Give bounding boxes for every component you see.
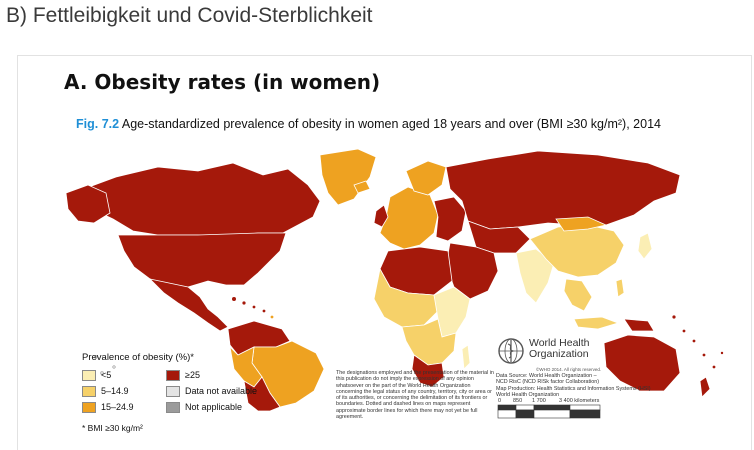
legend-swatch [166, 385, 180, 397]
legend-swatch [166, 401, 180, 413]
map-region-mongolia [555, 216, 608, 232]
scale-segment [497, 404, 517, 411]
figure-caption-line: Fig. 7.2 Age-standardized prevalence of … [76, 117, 661, 131]
map-region-pacific-island [692, 339, 696, 343]
map-region-scandinavia [405, 160, 447, 196]
scale-segment [515, 404, 535, 411]
who-name: World Health Organization [529, 338, 590, 360]
legend-label: <5 [101, 370, 112, 380]
figure-number: Fig. 7.2 [76, 117, 120, 131]
scale-segment [497, 409, 517, 419]
map-region-greenland [319, 148, 377, 206]
legend-item: 5–14.9 [82, 385, 166, 397]
legend-label: 5–14.9 [101, 386, 129, 396]
map-region-madagascar [461, 344, 471, 370]
map-region-pacific-island [712, 365, 716, 369]
map-region-united-states [117, 232, 287, 288]
who-data-source: Data Source: World Health Organization –… [496, 373, 696, 398]
legend-label: Data not available [185, 386, 258, 396]
map-region-japan [637, 232, 653, 260]
scale-label: 850 [513, 398, 522, 404]
legend-swatch [82, 401, 96, 413]
map-region-caribbean [262, 309, 266, 313]
figure-caption: Age-standardized prevalence of obesity i… [121, 117, 661, 131]
scale-segment [569, 409, 601, 419]
map-region-papua [623, 318, 655, 332]
map-region-west-africa [373, 267, 439, 328]
map-region-alaska [65, 184, 111, 224]
map-region-australia [603, 334, 681, 392]
scale-bar: 0 850 1 700 3 400 kilometers [497, 398, 601, 419]
legend-label: ≥25 [185, 370, 200, 380]
legend-label: Not applicable [185, 402, 243, 412]
source-line: Data Source: World Health Organization – [496, 373, 597, 379]
map-region-caribbean [252, 305, 256, 309]
map-region-southeast-asia [563, 278, 593, 312]
map-region-caribbean [270, 315, 274, 319]
legend-item: <5 [82, 369, 166, 381]
legend-swatch [166, 369, 180, 381]
source-line: NCD RisC (NCD RISk factor Collaboration) [496, 379, 600, 386]
map-region-pacific-island [682, 329, 686, 333]
who-emblem-icon [498, 338, 524, 364]
map-region-russia [445, 150, 681, 230]
legend-swatch [82, 369, 96, 381]
map-region-western-europe [379, 186, 439, 250]
map-region-united-kingdom [373, 204, 389, 228]
map-region-pacific-island [720, 351, 724, 355]
scale-label: 3 400 kilometers [559, 398, 600, 404]
legend-item: Data not available [166, 385, 276, 397]
legend-swatch [82, 385, 96, 397]
scale-segment [569, 404, 601, 411]
legend-item: Not applicable [166, 401, 276, 413]
scale-label: 1 700 [532, 398, 546, 404]
map-region-sub-saharan-africa [401, 318, 457, 366]
map-region-mexico [148, 278, 229, 332]
map-region-pacific-island [100, 371, 104, 375]
map-region-pacific-island [672, 315, 676, 319]
map-legend: Prevalence of obesity (%)* <5 ≥25 5–14.9… [82, 352, 276, 413]
legend-footnote: * BMI ≥30 kg/m² [82, 423, 143, 433]
page-heading: B) Fettleibigkeit und Covid-Sterblichkei… [6, 4, 373, 27]
map-region-caribbean [242, 301, 246, 305]
figure-card: A. Obesity rates (in women) Fig. 7.2 Age… [17, 55, 752, 450]
legend-label: 15–24.9 [101, 402, 134, 412]
map-region-india [515, 248, 555, 304]
source-line: World Health Organization [496, 391, 560, 398]
section-title: A. Obesity rates (in women) [64, 70, 381, 94]
world-obesity-map [65, 148, 724, 411]
map-region-south-africa [411, 354, 445, 388]
who-copyright: ©WHO 2014. All rights reserved. [536, 367, 602, 372]
map-disclaimer: The designations employed and the presen… [336, 370, 494, 421]
legend-item: ≥25 [166, 369, 276, 381]
scale-segment [533, 404, 571, 411]
scale-label: 0 [498, 398, 501, 404]
map-region-eastern-europe [433, 196, 467, 242]
who-name-line: World Health [529, 337, 590, 349]
source-line: Map Production: Health Statistics and In… [496, 385, 651, 392]
map-region-caribbean [232, 297, 236, 301]
legend-item: 15–24.9 [82, 401, 166, 413]
legend-items: <5 ≥25 5–14.9 Data not available 15–24.9… [82, 369, 276, 413]
map-region-new-zealand [699, 376, 711, 398]
map-region-pacific-island [702, 353, 706, 357]
map-region-canada [77, 162, 321, 238]
scale-segment [515, 409, 535, 419]
scale-segment [533, 409, 571, 419]
legend-title: Prevalence of obesity (%)* [82, 352, 194, 363]
map-region-philippines [615, 278, 625, 298]
map-region-iceland [353, 180, 371, 194]
map-region-argentina [243, 376, 281, 411]
map-region-indonesia [573, 316, 620, 330]
map-region-pacific-island [94, 355, 98, 359]
map-region-pacific-island [112, 365, 116, 369]
who-name-line: Organization [529, 348, 589, 360]
